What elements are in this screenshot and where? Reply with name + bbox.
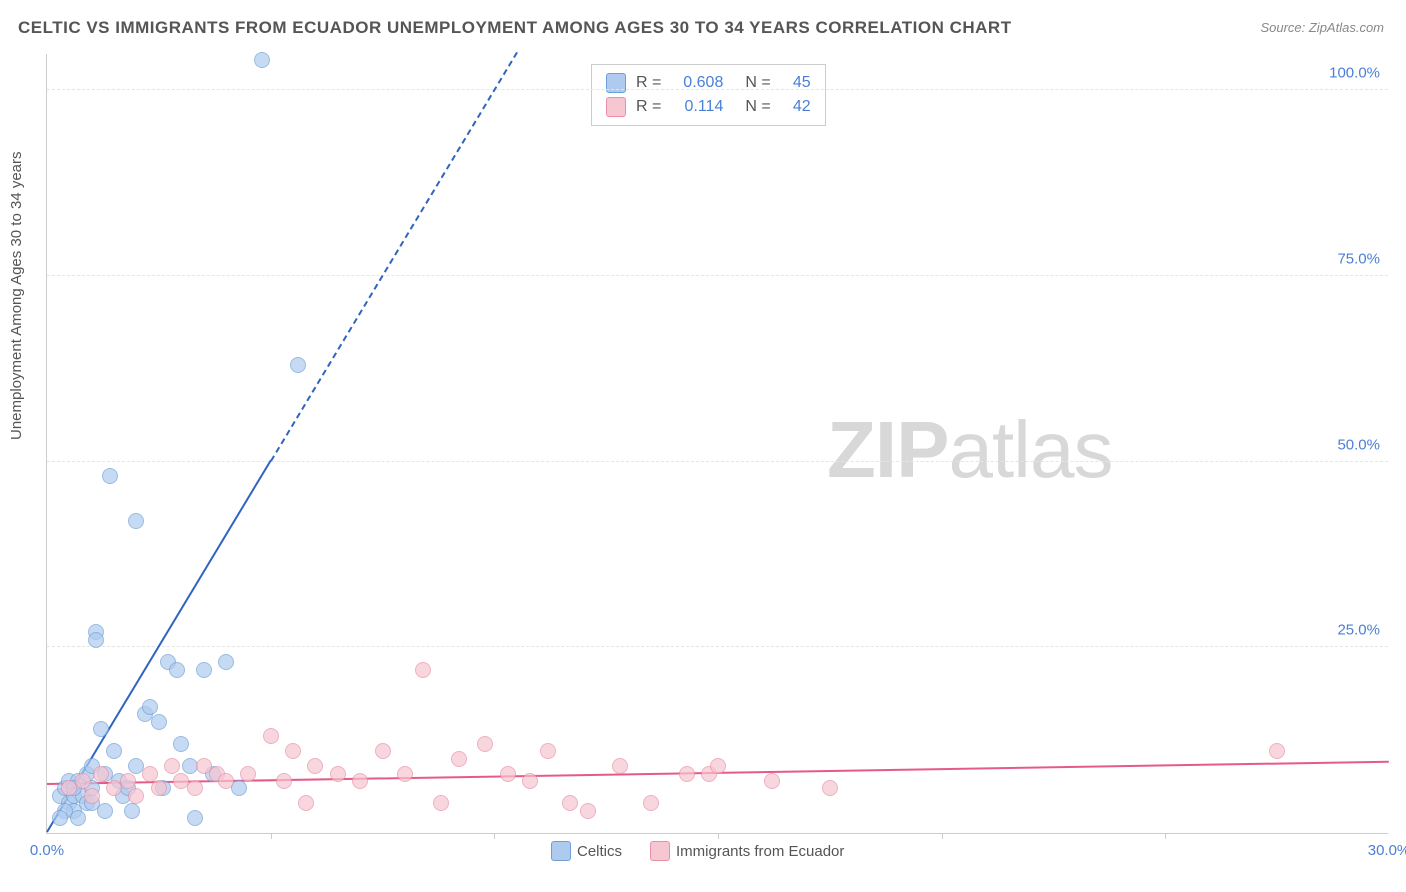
data-point <box>173 736 189 752</box>
x-tick-mark <box>494 833 495 839</box>
legend-swatch <box>650 841 670 861</box>
stat-r-value: 0.114 <box>671 98 723 116</box>
gridline <box>47 275 1388 276</box>
data-point <box>88 632 104 648</box>
source-attribution: Source: ZipAtlas.com <box>1260 20 1384 35</box>
data-point <box>263 728 279 744</box>
data-point <box>102 468 118 484</box>
stats-row: R = 0.608N = 45 <box>606 71 811 95</box>
x-tick-label: 30.0% <box>1368 842 1406 859</box>
data-point <box>764 773 780 789</box>
chart-title: CELTIC VS IMMIGRANTS FROM ECUADOR UNEMPL… <box>18 18 1012 38</box>
x-tick-mark <box>1165 833 1166 839</box>
stat-n-value: 42 <box>781 98 811 116</box>
legend-swatch <box>551 841 571 861</box>
data-point <box>477 736 493 752</box>
x-tick-mark <box>718 833 719 839</box>
stat-swatch <box>606 97 626 117</box>
data-point <box>120 773 136 789</box>
regression-line <box>270 51 518 461</box>
data-point <box>169 662 185 678</box>
data-point <box>451 751 467 767</box>
data-point <box>822 780 838 796</box>
y-tick-label: 100.0% <box>1329 65 1380 82</box>
data-point <box>415 662 431 678</box>
legend-label: Immigrants from Ecuador <box>676 843 844 860</box>
data-point <box>240 766 256 782</box>
data-point <box>93 766 109 782</box>
data-point <box>330 766 346 782</box>
scatter-plot-area: ZIPatlas R = 0.608N = 45R = 0.114N = 42 … <box>46 54 1388 834</box>
correlation-stats-box: R = 0.608N = 45 R = 0.114 N = 42 <box>591 64 826 126</box>
y-axis-label: Unemployment Among Ages 30 to 34 years <box>8 151 25 440</box>
data-point <box>298 795 314 811</box>
data-point <box>75 773 91 789</box>
data-point <box>352 773 368 789</box>
x-tick-mark <box>271 833 272 839</box>
legend-item: Celtics <box>551 841 622 861</box>
data-point <box>562 795 578 811</box>
data-point <box>710 758 726 774</box>
data-point <box>218 654 234 670</box>
data-point <box>93 721 109 737</box>
data-point <box>500 766 516 782</box>
data-point <box>187 810 203 826</box>
data-point <box>97 803 113 819</box>
data-point <box>285 743 301 759</box>
data-point <box>231 780 247 796</box>
data-point <box>433 795 449 811</box>
data-point <box>151 780 167 796</box>
data-point <box>106 743 122 759</box>
legend-label: Celtics <box>577 843 622 860</box>
watermark-light: atlas <box>948 405 1112 494</box>
legend-item: Immigrants from Ecuador <box>650 841 844 861</box>
x-tick-mark <box>942 833 943 839</box>
data-point <box>254 52 270 68</box>
data-point <box>151 714 167 730</box>
data-point <box>375 743 391 759</box>
data-point <box>679 766 695 782</box>
gridline <box>47 461 1388 462</box>
y-tick-label: 75.0% <box>1337 250 1380 267</box>
x-tick-label: 0.0% <box>30 842 64 859</box>
y-tick-label: 25.0% <box>1337 622 1380 639</box>
y-tick-label: 50.0% <box>1337 436 1380 453</box>
data-point <box>307 758 323 774</box>
stat-r-label: R = <box>636 98 661 116</box>
data-point <box>522 773 538 789</box>
data-point <box>218 773 234 789</box>
data-point <box>124 803 140 819</box>
data-point <box>142 766 158 782</box>
data-point <box>276 773 292 789</box>
stat-n-label: N = <box>745 98 770 116</box>
data-point <box>397 766 413 782</box>
data-point <box>1269 743 1285 759</box>
data-point <box>187 780 203 796</box>
series-legend: Celtics Immigrants from Ecuador <box>551 841 844 861</box>
data-point <box>70 810 86 826</box>
data-point <box>612 758 628 774</box>
gridline <box>47 89 1388 90</box>
watermark: ZIPatlas <box>827 404 1112 496</box>
data-point <box>128 788 144 804</box>
data-point <box>52 810 68 826</box>
stats-row: R = 0.114 N = 42 <box>606 95 811 119</box>
data-point <box>142 699 158 715</box>
gridline <box>47 646 1388 647</box>
data-point <box>164 758 180 774</box>
data-point <box>540 743 556 759</box>
watermark-bold: ZIP <box>827 405 948 494</box>
data-point <box>643 795 659 811</box>
data-point <box>128 513 144 529</box>
data-point <box>84 788 100 804</box>
data-point <box>290 357 306 373</box>
data-point <box>580 803 596 819</box>
data-point <box>196 662 212 678</box>
